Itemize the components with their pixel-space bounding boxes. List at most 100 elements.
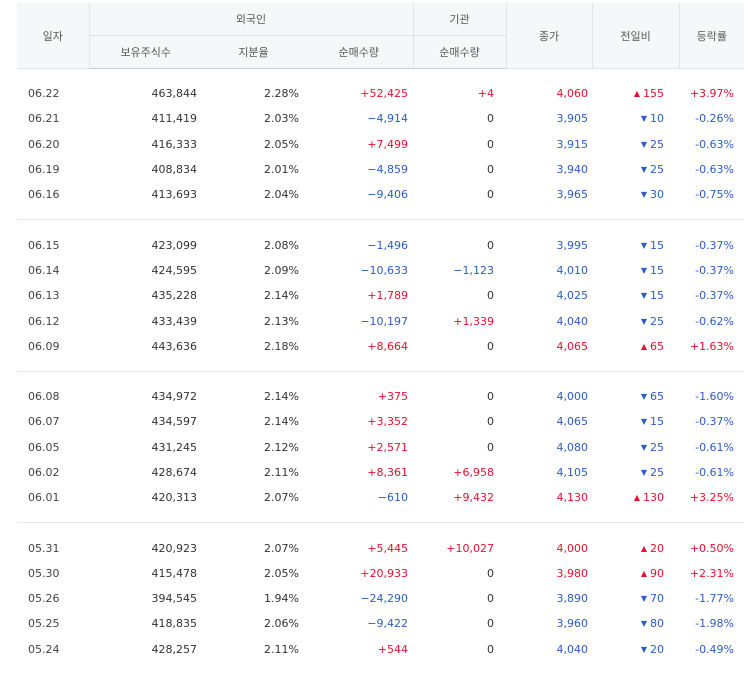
cell-change-value: 15 [650,238,665,252]
cell-date: 06.12 [28,314,60,328]
cell-inst-net: 0 [487,339,495,353]
cell-share-ratio: 2.28% [264,87,299,101]
triangle-down-icon: ▼ [640,619,648,629]
cell-rate: +3.97% [689,87,735,101]
cell-inst-net: −1,123 [453,263,495,277]
cell-rate: -0.63% [695,163,735,177]
table-row: 06.05 431,245 2.12% +2,571 0 4,080 ▼ 25 -0.61% [17,435,744,460]
cell-change: ▼ 70 [592,586,679,611]
cell-change-value: 15 [650,289,665,303]
group-divider [17,522,744,524]
cell-holdings: 423,099 [151,238,198,252]
table-row: 05.30 415,478 2.05% +20,933 0 3,980 ▲ 90 +2.31% [17,561,744,586]
cell-holdings: 443,636 [151,339,198,353]
cell-close: 3,980 [556,566,589,580]
cell-inst-net: 0 [487,137,495,151]
cell-foreign-net: −10,197 [360,314,409,328]
cell-change-value: 10 [650,112,665,126]
cell-holdings: 420,923 [151,541,198,555]
cell-rate: -1.60% [695,390,735,404]
cell-date: 05.25 [28,617,60,631]
cell-inst-net: 0 [487,289,495,303]
cell-change: ▼ 10 [592,106,679,131]
cell-rate: -0.75% [695,188,735,202]
cell-inst-net: 0 [487,415,495,429]
cell-change-value: 15 [650,415,665,429]
table-row: 06.21 411,419 2.03% −4,914 0 3,905 ▼ 10 -0.26% [17,106,744,131]
cell-close: 4,065 [556,339,589,353]
cell-share-ratio: 2.07% [264,491,299,505]
cell-inst-net: +10,027 [446,541,495,555]
cell-foreign-net: −9,406 [367,188,409,202]
triangle-down-icon: ▼ [640,468,648,477]
cell-share-ratio: 2.14% [264,390,299,404]
group-divider [17,219,744,221]
cell-date: 06.07 [28,415,60,429]
cell-date: 05.30 [28,566,60,580]
cell-rate: +2.31% [689,566,735,580]
cell-foreign-net: −4,859 [367,163,409,177]
cell-change: ▼ 25 [592,308,679,333]
cell-foreign-net: −9,422 [367,617,409,631]
triangle-up-icon: ▲ [640,543,648,553]
cell-change-value: 25 [650,163,665,177]
cell-change: ▼ 25 [592,132,679,157]
cell-foreign-net: −1,496 [367,238,409,252]
cell-date: 06.01 [28,491,60,505]
cell-holdings: 428,674 [151,466,198,479]
table-row: 06.14 424,595 2.09% −10,633 −1,123 4,010 ▼ 15 -0… [17,258,744,283]
header-close: 종가 [505,3,593,69]
cell-change: ▼ 65 [592,384,679,409]
cell-change: ▲ 65 [592,334,679,359]
cell-close: 3,995 [556,238,589,252]
cell-change-value: 155 [643,87,665,101]
cell-foreign-net: +544 [377,642,409,656]
cell-rate: -0.37% [695,238,735,252]
table-row: 06.22 463,844 2.28% +52,425 +4 4,060 ▲ 155 +3.97… [17,81,744,106]
header-rate: 등락률 [678,3,744,69]
cell-share-ratio: 2.06% [264,617,299,631]
cell-change: ▼ 15 [592,409,679,434]
triangle-up-icon: ▲ [633,493,641,503]
triangle-down-icon: ▼ [640,240,648,250]
cell-inst-net: 0 [487,440,495,454]
cell-share-ratio: 2.03% [264,112,299,126]
triangle-up-icon: ▲ [640,568,648,578]
cell-change: ▼ 15 [592,283,679,308]
cell-close: 3,940 [556,163,589,177]
cell-inst-net: 0 [487,188,495,202]
cell-change: ▼ 80 [592,611,679,636]
cell-holdings: 431,245 [151,440,198,454]
cell-change-value: 70 [650,592,665,606]
cell-rate: +0.50% [689,541,735,555]
table-row: 06.01 420,313 2.07% −610 +9,432 4,130 ▲ 130 +3.2… [17,485,744,510]
cell-change-value: 90 [650,566,665,580]
cell-rate: -0.37% [695,415,735,429]
cell-close: 4,040 [556,314,589,328]
header-foreign: 외국인 [88,3,414,36]
cell-share-ratio: 2.12% [264,440,299,454]
cell-share-ratio: 2.11% [264,466,299,479]
cell-inst-net: +1,339 [453,314,495,328]
cell-holdings: 415,478 [151,566,198,580]
table-row: 06.09 443,636 2.18% +8,664 0 4,065 ▲ 65 +1.63% [17,334,744,359]
triangle-up-icon: ▲ [640,341,648,351]
cell-share-ratio: 2.09% [264,263,299,277]
cell-change: ▼ 25 [592,157,679,182]
cell-rate: -1.98% [695,617,735,631]
cell-holdings: 435,228 [151,289,198,303]
cell-holdings: 418,835 [151,617,198,631]
cell-change: ▲ 130 [592,485,679,510]
cell-share-ratio: 2.14% [264,415,299,429]
cell-share-ratio: 2.08% [264,238,299,252]
cell-change-value: 25 [650,466,665,479]
cell-close: 4,025 [556,289,589,303]
cell-holdings: 411,419 [151,112,198,126]
cell-holdings: 428,257 [151,642,198,656]
cell-holdings: 408,834 [151,163,198,177]
cell-close: 4,000 [556,541,589,555]
triangle-down-icon: ▼ [640,392,648,402]
cell-change: ▲ 20 [592,535,679,560]
cell-foreign-net: +7,499 [367,137,409,151]
